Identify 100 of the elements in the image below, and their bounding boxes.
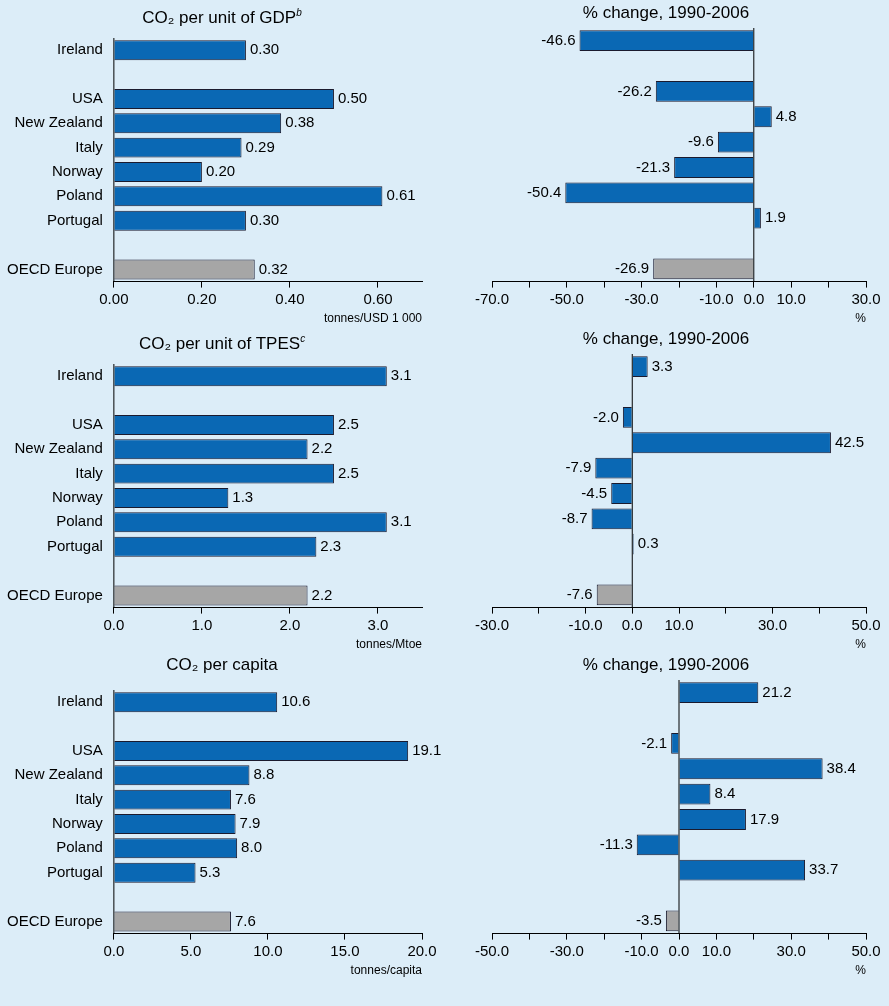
- y-tick-label: Ireland: [57, 692, 103, 710]
- x-tick-label: 2.0: [279, 615, 301, 633]
- data-label: 0.30: [249, 40, 280, 58]
- x-tick-label: 30.0: [776, 941, 806, 959]
- data-label: 1.9: [764, 208, 786, 226]
- x-tick-label: 0.0: [743, 289, 765, 307]
- data-label: 7.9: [239, 814, 261, 832]
- data-label: 2.2: [311, 585, 333, 603]
- y-tick-label: Ireland: [57, 366, 103, 384]
- y-tick-label: Italy: [75, 789, 104, 807]
- data-label: 38.4: [826, 758, 856, 776]
- data-label: -9.6: [688, 132, 714, 150]
- data-label: 4.8: [775, 106, 797, 124]
- x-tick-label: 0.00: [99, 289, 129, 307]
- y-tick-label: Norway: [52, 814, 104, 832]
- y-tick-label: Portugal: [47, 536, 103, 554]
- x-tick-label: 0.60: [363, 289, 393, 307]
- data-label: 3.1: [390, 512, 412, 530]
- data-label: -4.5: [581, 483, 608, 501]
- data-label: 5.3: [199, 862, 221, 880]
- x-axis-title: tonnes/capita: [350, 963, 423, 978]
- y-tick-label: USA: [72, 415, 103, 433]
- x-tick-label: 0.0: [621, 615, 643, 633]
- x-tick-label: 50.0: [851, 941, 881, 959]
- x-tick-label: 10.0: [701, 941, 731, 959]
- x-tick-label: 50.0: [851, 615, 881, 633]
- x-tick-label: 30.0: [851, 289, 881, 307]
- x-axis-title: %: [855, 311, 867, 326]
- data-label: 42.5: [834, 432, 865, 450]
- y-tick-label: Poland: [56, 838, 103, 856]
- y-tick-label: New Zealand: [14, 113, 103, 131]
- x-tick-label: 0.0: [103, 615, 125, 633]
- x-tick-label: -50.0: [474, 941, 510, 959]
- y-tick-label: Norway: [52, 162, 104, 180]
- data-label: -2.0: [593, 407, 619, 425]
- x-tick-label: 0.0: [668, 941, 690, 959]
- x-tick-label: -10.0: [699, 289, 734, 307]
- data-label: -26.2: [617, 81, 652, 99]
- data-label: 0.61: [386, 186, 416, 204]
- data-label: 7.6: [234, 911, 256, 929]
- data-label: 8.4: [714, 784, 736, 802]
- chart-title: CO₂ per unit of TPES$^{c}$: [137, 332, 307, 353]
- data-label: -3.5: [636, 911, 662, 929]
- x-axis-title: tonnes/Mtoe: [355, 637, 423, 652]
- data-label: 2.5: [337, 415, 359, 433]
- y-tick-label: USA: [72, 741, 103, 759]
- x-axis-title: %: [855, 637, 867, 652]
- y-tick-label: Portugal: [47, 210, 103, 228]
- data-label: 0.50: [337, 89, 368, 107]
- x-axis-title: tonnes/USD 1 000: [323, 311, 423, 326]
- x-tick-label: 10.0: [776, 289, 806, 307]
- data-label: 10.6: [281, 692, 311, 710]
- data-label: -8.7: [561, 508, 588, 526]
- y-tick-label: New Zealand: [14, 765, 103, 783]
- data-label: 8.0: [241, 838, 262, 856]
- chart-title: CO₂ per unit of GDP$^{b}$: [141, 6, 303, 27]
- y-tick-label: OECD Europe: [7, 259, 103, 277]
- y-tick-label: Poland: [56, 512, 103, 530]
- x-tick-label: 0.0: [103, 941, 125, 959]
- data-label: -21.3: [635, 157, 671, 175]
- data-label: -2.1: [641, 733, 668, 751]
- x-tick-label: 10.0: [664, 615, 694, 633]
- data-label: -11.3: [599, 834, 633, 852]
- chart-title: % change, 1990-2006: [581, 328, 751, 350]
- x-tick-label: -30.0: [474, 615, 510, 633]
- data-label: 0.3: [637, 534, 659, 552]
- data-label: 21.2: [762, 682, 792, 700]
- data-label: 7.6: [234, 789, 256, 807]
- data-label: 0.30: [249, 210, 280, 228]
- data-label: -50.4: [527, 182, 562, 200]
- data-label: -46.6: [541, 30, 576, 48]
- data-label: 2.5: [337, 463, 359, 481]
- x-tick-label: -10.0: [568, 615, 603, 633]
- data-label: -7.9: [565, 458, 592, 476]
- data-label: 19.1: [412, 741, 442, 759]
- y-tick-label: Poland: [56, 186, 103, 204]
- chart-title: % change, 1990-2006: [581, 654, 751, 676]
- x-tick-label: 20.0: [407, 941, 437, 959]
- x-tick-label: 0.20: [187, 289, 217, 307]
- x-tick-label: -70.0: [474, 289, 510, 307]
- y-tick-label: Ireland: [57, 40, 103, 58]
- data-label: 3.3: [651, 356, 673, 374]
- x-tick-label: 15.0: [330, 941, 360, 959]
- data-label: 1.3: [232, 488, 254, 506]
- y-tick-label: Portugal: [47, 862, 103, 880]
- x-tick-label: 0.40: [275, 289, 305, 307]
- x-axis-title: %: [855, 963, 867, 978]
- chart-title: % change, 1990-2006: [581, 2, 751, 24]
- data-label: 0.29: [245, 137, 275, 155]
- x-tick-label: -50.0: [549, 289, 584, 307]
- chart-title: CO₂ per capita: [165, 654, 279, 676]
- data-label: 0.38: [285, 113, 315, 131]
- data-label: 17.9: [749, 809, 780, 827]
- y-tick-label: Norway: [52, 488, 104, 506]
- x-tick-label: 10.0: [253, 941, 283, 959]
- data-label: -7.6: [566, 585, 593, 603]
- x-tick-label: 30.0: [757, 615, 788, 633]
- x-tick-label: -30.0: [549, 941, 584, 959]
- y-tick-label: USA: [72, 89, 103, 107]
- y-tick-label: OECD Europe: [7, 585, 103, 603]
